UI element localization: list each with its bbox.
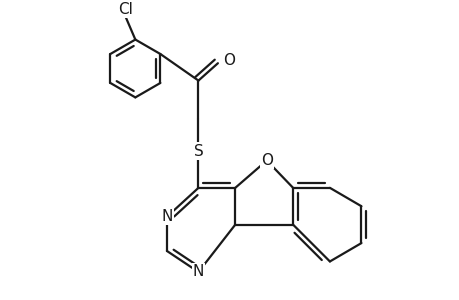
Text: N: N [161, 209, 172, 224]
Text: O: O [223, 53, 235, 68]
Text: N: N [192, 265, 204, 280]
Text: S: S [193, 143, 203, 158]
Text: O: O [260, 153, 272, 168]
Text: Cl: Cl [118, 2, 133, 17]
